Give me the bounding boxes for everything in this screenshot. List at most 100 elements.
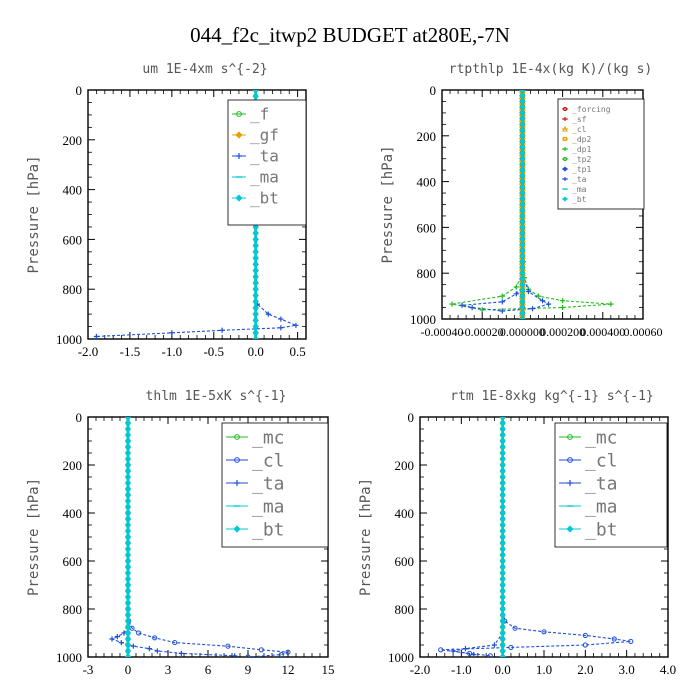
data-point [499,653,506,657]
panel-title: thlm 1E-5xK s^{-1} [146,389,287,404]
data-point [124,551,132,559]
y-tick-label: 800 [63,282,83,297]
y-tick-label: 200 [63,458,83,473]
data-point [499,503,506,511]
data-point [172,640,178,646]
data-point [628,638,634,644]
legend-label: _gf [250,126,279,145]
data-point [499,629,506,637]
x-tick-label: 0.000400 [580,325,625,339]
data-point [146,646,152,652]
data-point [124,527,132,535]
data-point [124,449,132,457]
x-tick-label: 1.0 [536,662,552,677]
data-point [124,509,132,517]
chart-panel-4: rtm 1E-8xkg kg^{-1} s^{-1} Pressure [hPa]… [358,389,676,677]
x-tick-label: 0.00060 [624,325,663,339]
legend-label: _ma [585,496,618,517]
y-tick-label: 800 [63,602,83,617]
series-group [109,417,291,657]
chart-panel-2: rtpthlp 1E-4x(kg K)/(kg s) Pressure [hPa]… [380,62,663,339]
data-point [611,636,617,642]
legend-marker [234,480,240,486]
data-point [560,304,566,311]
legend-label: _cl [585,450,618,471]
data-point [124,599,132,607]
data-point [225,643,231,649]
legend-label: _ta [250,147,279,166]
x-tick-label: -1.0 [451,662,472,677]
data-point [252,236,259,243]
y-tick-label: 0 [408,410,415,425]
legend-marker [562,106,568,112]
legend-marker [562,196,568,202]
y-tick-label: 600 [63,554,83,569]
data-point [124,455,132,463]
data-point [252,335,259,339]
data-point [512,625,518,631]
x-tick-label: -0.00040 [421,325,464,339]
data-point [154,648,160,654]
data-point [499,551,506,559]
legend-label: _forcing [572,105,611,114]
x-tick-label: 3.0 [619,662,635,677]
data-point [124,647,132,655]
data-point [450,648,456,654]
legend-marker [563,147,567,151]
data-point [124,587,132,595]
y-tick-label: 400 [63,506,83,521]
y-tick-label: 400 [395,506,415,521]
data-point [124,539,132,547]
legend: _f _gf _ta _ma _bt [227,99,307,226]
data-point [265,311,271,317]
x-tick-label: -2.0 [410,662,431,677]
legend-marker [234,434,240,440]
data-point [252,323,259,330]
data-point [252,298,259,305]
data-point [118,640,124,646]
data-point [124,417,132,421]
data-point [124,443,132,451]
x-tick-label: 0.000000 [500,325,545,339]
data-point [124,593,132,601]
series-line [440,417,631,657]
legend-box [221,422,329,548]
data-point [438,647,444,653]
data-point [252,90,259,94]
data-point [608,301,614,307]
data-point [499,417,506,421]
legend-label: _cl [572,125,587,134]
data-point [499,467,506,475]
data-point [539,298,546,304]
y-tick-label: 0 [76,83,83,98]
panel-title: rtm 1E-8xkg kg^{-1} s^{-1} [450,389,654,404]
legend: _mc_cl_ta_ma_bt [221,422,329,548]
data-point [529,306,536,312]
y-tick-label: 800 [395,602,415,617]
x-tick-label: 4.0 [660,662,676,677]
data-point [124,563,132,571]
data-point [252,279,259,287]
y-tick-label: 1000 [388,650,414,665]
data-point [499,461,506,469]
data-point [252,329,259,336]
data-point [93,333,99,339]
data-point [124,569,132,577]
data-point [491,642,497,648]
legend-label: _ta [572,175,587,184]
data-point [124,533,132,541]
data-point [124,473,132,481]
x-tick-label: 15 [322,662,335,677]
data-point [499,545,506,553]
legend: _mc_cl_ta_ma_bt [554,422,668,548]
data-point [513,284,519,290]
data-point [124,425,132,433]
data-point [278,325,284,331]
legend-label: _bt [252,519,285,540]
data-point [252,93,259,100]
x-tick-label: 0.0 [248,344,264,359]
data-point [124,557,132,565]
data-point [499,479,506,487]
legend: _forcing_sf_cl_dp2_dp1_tp2_tp1_ta_ma_bt [557,98,645,210]
